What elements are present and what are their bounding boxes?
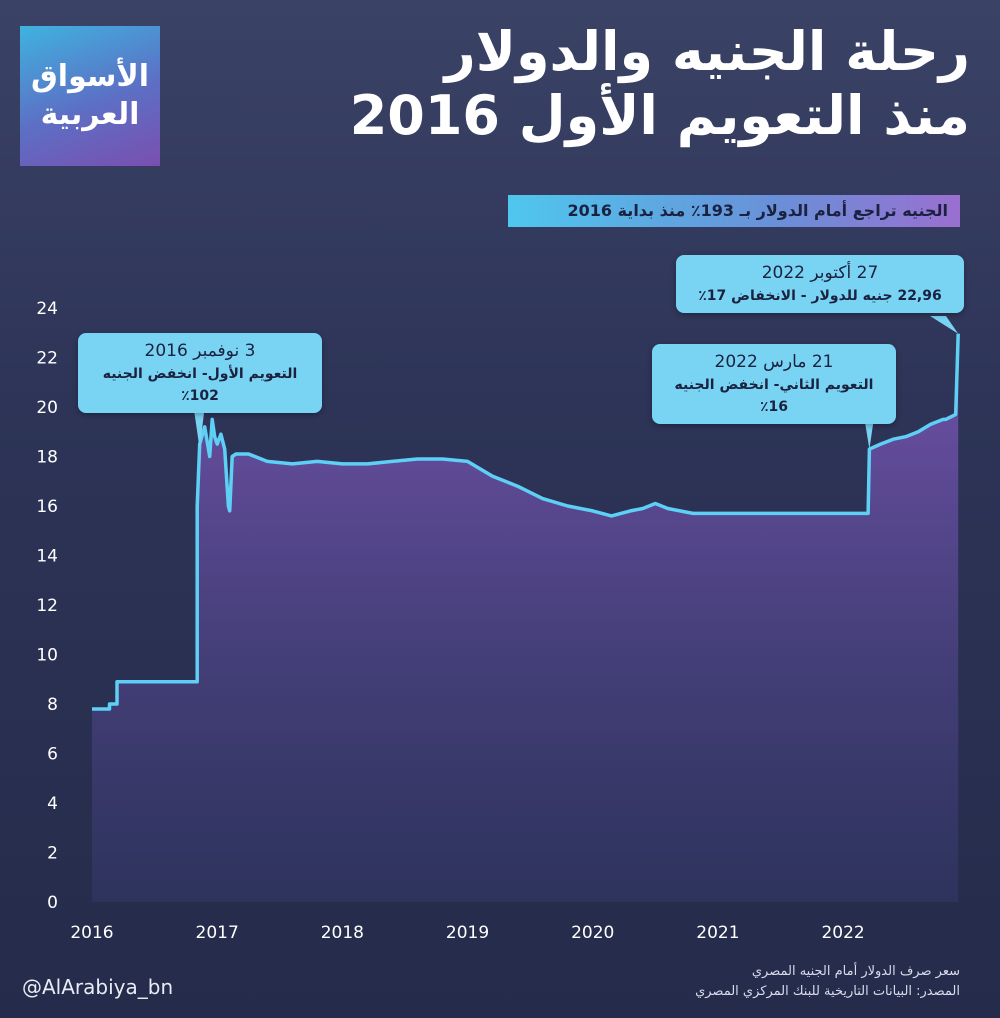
x-tick-label: 2017 <box>196 923 239 943</box>
y-tick-label: 20 <box>36 398 58 418</box>
y-tick-label: 4 <box>47 794 58 814</box>
y-tick-label: 6 <box>47 745 58 765</box>
logo-line2: العربية <box>40 97 140 132</box>
callout-date: 3 نوفمبر 2016 <box>144 341 256 361</box>
callout-date: 27 أكتوبر 2022 <box>761 263 879 283</box>
x-tick-label: 2019 <box>446 923 489 943</box>
callout-text: التعويم الأول- انخفض الجنيه 102٪ <box>102 366 298 404</box>
x-tick-label: 2016 <box>70 923 113 943</box>
series-line <box>92 333 960 711</box>
callout-pointer-peak <box>930 316 959 334</box>
callout-text: التعويم الثاني- انخفض الجنيه 16٪ <box>674 377 874 415</box>
x-tick-label: 2020 <box>571 923 614 943</box>
y-tick-label: 10 <box>36 646 58 666</box>
y-tick-label: 0 <box>47 893 58 913</box>
y-tick-label: 8 <box>47 695 58 715</box>
y-tick-label: 12 <box>36 596 58 616</box>
callout-first-float: 3 نوفمبر 2016 التعويم الأول- انخفض الجني… <box>78 333 322 413</box>
title-line2: منذ التعويم الأول 2016 <box>349 84 970 147</box>
source-line1: سعر صرف الدولار أمام الجنيه المصري <box>751 964 960 979</box>
callout-text: 22,96 جنيه للدولار - الانخفاض 17٪ <box>698 288 942 304</box>
x-tick-label: 2018 <box>321 923 364 943</box>
x-tick-label: 2021 <box>696 923 739 943</box>
logo: الأسواق العربية <box>20 26 160 166</box>
subtitle-banner: الجنيه تراجع أمام الدولار بـ 193٪ منذ بد… <box>508 195 960 227</box>
title-line1: رحلة الجنيه والدولار <box>444 20 970 83</box>
callout-date: 21 مارس 2022 <box>714 352 834 372</box>
x-tick-label: 2022 <box>821 923 864 943</box>
social-handle: @AlArabiya_bn <box>22 975 174 999</box>
series-area <box>92 333 959 902</box>
y-tick-label: 2 <box>47 844 58 864</box>
logo-line1: الأسواق <box>30 59 150 94</box>
callout-peak: 27 أكتوبر 2022 22,96 جنيه للدولار - الان… <box>676 255 964 313</box>
source-line2: المصدر: البيانات التاريخية للبنك المركزي… <box>695 984 960 999</box>
source-note: سعر صرف الدولار أمام الجنيه المصري المصد… <box>695 962 960 1002</box>
page-title: رحلة الجنيه والدولار منذ التعويم الأول 2… <box>290 20 970 148</box>
y-tick-label: 14 <box>36 547 58 567</box>
callout-second-float: 21 مارس 2022 التعويم الثاني- انخفض الجني… <box>652 344 896 424</box>
y-tick-label: 16 <box>36 497 58 517</box>
y-tick-label: 22 <box>36 349 58 369</box>
y-tick-label: 24 <box>36 299 58 319</box>
y-tick-label: 18 <box>36 448 58 468</box>
